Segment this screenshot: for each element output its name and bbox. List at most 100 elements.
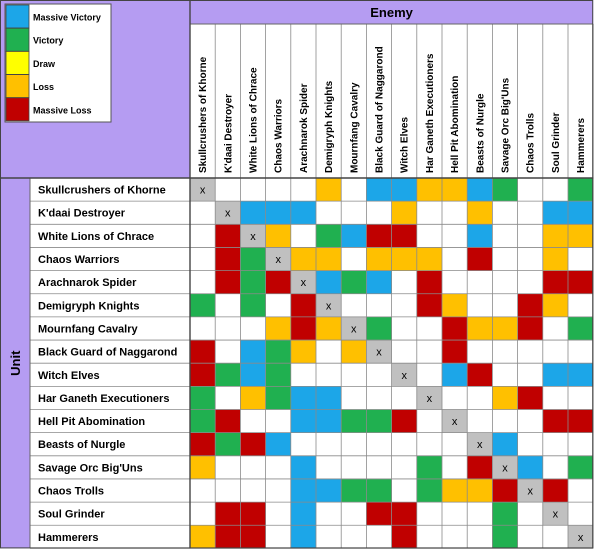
empty-cell: [341, 386, 367, 410]
empty-cell: [316, 363, 342, 387]
matchup-cell: [467, 178, 493, 202]
empty-cell: [517, 247, 543, 271]
empty-cell: [366, 293, 392, 317]
empty-cell: [240, 478, 266, 503]
matchup-cell: [290, 409, 316, 433]
empty-cell: [215, 340, 241, 364]
matchup-cell: [265, 340, 291, 364]
empty-cell: [568, 340, 594, 364]
matchup-cell: [416, 247, 442, 271]
matchup-cell: [290, 247, 316, 271]
column-label: Chaos Warriors: [274, 98, 285, 173]
empty-cell: [391, 340, 417, 364]
matchup-cell: [215, 525, 241, 549]
empty-cell: [442, 224, 468, 248]
self-marker: x: [578, 532, 584, 544]
matchup-cell: [517, 455, 543, 479]
matchup-cell: [391, 502, 417, 526]
empty-cell: [542, 178, 568, 202]
self-cell: [240, 224, 266, 248]
matchup-cell: [190, 432, 216, 456]
matchup-cell: [492, 502, 518, 526]
empty-cell: [517, 409, 543, 433]
column-label: Chaos Trolls: [526, 113, 537, 173]
self-marker: x: [351, 323, 357, 335]
empty-cell: [517, 363, 543, 387]
empty-cell: [467, 386, 493, 410]
empty-cell: [190, 478, 216, 503]
self-marker: x: [553, 509, 559, 521]
matchup-cell: [442, 340, 468, 364]
empty-cell: [366, 201, 392, 225]
matchup-cell: [240, 386, 266, 410]
matchup-cell: [215, 432, 241, 456]
legend-swatch: [5, 97, 30, 122]
matchup-cell: [341, 340, 367, 364]
self-marker: x: [452, 416, 458, 428]
empty-cell: [316, 502, 342, 526]
matchup-cell: [442, 478, 468, 503]
empty-cell: [341, 432, 367, 456]
matchup-cell: [240, 293, 266, 317]
empty-cell: [341, 525, 367, 549]
empty-cell: [467, 525, 493, 549]
empty-cell: [416, 363, 442, 387]
legend: Massive Victory Victory Draw Loss Massive Lo…: [0, 0, 190, 178]
empty-cell: [341, 293, 367, 317]
empty-cell: [391, 270, 417, 294]
empty-cell: [467, 270, 493, 294]
matchup-cell: [366, 316, 392, 341]
column-label: Hell Pit Abomination: [450, 76, 461, 173]
matchup-cell: [316, 478, 342, 503]
enemy-title-band: [190, 0, 594, 24]
self-cell: [290, 270, 316, 294]
empty-cell: [240, 316, 266, 341]
empty-cell: [215, 386, 241, 410]
empty-cell: [442, 432, 468, 456]
unit-title-band: [0, 178, 30, 549]
matchup-cell: [341, 409, 367, 433]
self-cell: [492, 455, 518, 479]
row-label: Skullcrushers of Khorne: [38, 185, 166, 197]
empty-cell: [391, 478, 417, 503]
matchup-cell: [366, 478, 392, 503]
empty-cell: [316, 455, 342, 479]
legend-label: Victory: [33, 36, 63, 46]
empty-cell: [568, 247, 594, 271]
self-cell: [542, 502, 568, 526]
row-label: Har Ganeth Executioners: [38, 393, 169, 405]
matchup-cell: [568, 224, 594, 248]
empty-cell: [492, 293, 518, 317]
empty-cell: [366, 363, 392, 387]
matchup-cell: [366, 224, 392, 248]
matchup-cell: [341, 478, 367, 503]
empty-cell: [568, 478, 594, 503]
empty-cell: [265, 178, 291, 202]
matchup-cell: [215, 363, 241, 387]
empty-cell: [542, 340, 568, 364]
matchup-cell: [290, 525, 316, 549]
legend-label: Massive Loss: [33, 105, 92, 115]
matchup-cell: [366, 178, 392, 202]
matchup-cell: [316, 224, 342, 248]
row-label: Mournfang Cavalry: [38, 323, 139, 335]
matchup-cell: [492, 432, 518, 456]
column-label: Hammerers: [576, 118, 587, 173]
matchup-cell: [568, 270, 594, 294]
empty-cell: [542, 432, 568, 456]
empty-cell: [265, 478, 291, 503]
matchup-cell: [240, 363, 266, 387]
empty-cell: [416, 224, 442, 248]
unit-axis-title: Unit: [8, 350, 23, 376]
self-marker: x: [225, 208, 231, 220]
column-label: Beasts of Nurgle: [475, 93, 486, 173]
column-label: Skullcrushers of Khorne: [198, 56, 209, 173]
matchup-cell: [416, 293, 442, 317]
empty-cell: [215, 293, 241, 317]
legend-swatch: [5, 27, 30, 52]
matchup-cell: [492, 316, 518, 341]
matrix-cells: x x x x x x x x x x x x x x x x: [190, 178, 594, 549]
row-label: Witch Elves: [38, 370, 100, 382]
matchup-cell: [467, 316, 493, 341]
